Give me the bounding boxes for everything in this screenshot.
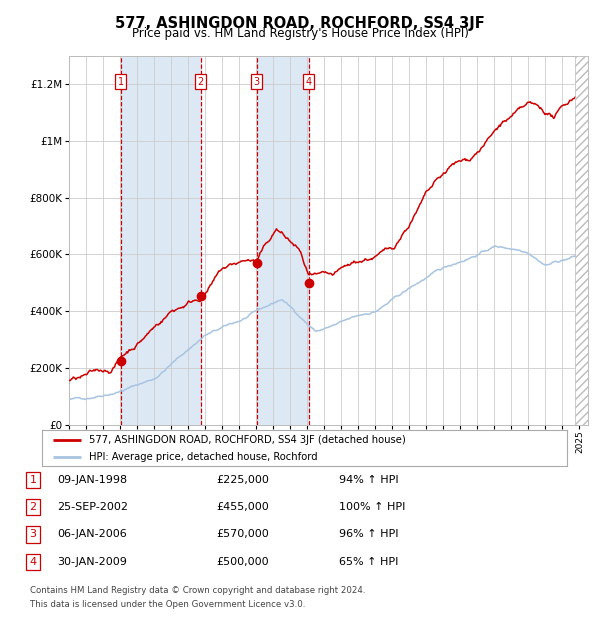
Bar	[121, 56, 200, 425]
Text: Price paid vs. HM Land Registry's House Price Index (HPI): Price paid vs. HM Land Registry's House …	[131, 27, 469, 40]
Text: 2: 2	[197, 77, 203, 87]
Text: £500,000: £500,000	[216, 557, 269, 567]
Text: 4: 4	[305, 77, 311, 87]
Text: 577, ASHINGDON ROAD, ROCHFORD, SS4 3JF (detached house): 577, ASHINGDON ROAD, ROCHFORD, SS4 3JF (…	[89, 435, 406, 445]
Text: 1: 1	[29, 475, 37, 485]
Text: 1: 1	[118, 77, 124, 87]
Text: HPI: Average price, detached house, Rochford: HPI: Average price, detached house, Roch…	[89, 452, 318, 463]
Text: £455,000: £455,000	[216, 502, 269, 512]
Text: 4: 4	[29, 557, 37, 567]
Text: 100% ↑ HPI: 100% ↑ HPI	[339, 502, 406, 512]
Bar	[257, 56, 308, 425]
Text: Contains HM Land Registry data © Crown copyright and database right 2024.: Contains HM Land Registry data © Crown c…	[30, 586, 365, 595]
Text: 30-JAN-2009: 30-JAN-2009	[57, 557, 127, 567]
Text: 94% ↑ HPI: 94% ↑ HPI	[339, 475, 398, 485]
Text: £225,000: £225,000	[216, 475, 269, 485]
Text: 2: 2	[29, 502, 37, 512]
Text: 06-JAN-2006: 06-JAN-2006	[57, 529, 127, 539]
Text: 577, ASHINGDON ROAD, ROCHFORD, SS4 3JF: 577, ASHINGDON ROAD, ROCHFORD, SS4 3JF	[115, 16, 485, 31]
Text: 09-JAN-1998: 09-JAN-1998	[57, 475, 127, 485]
Text: 25-SEP-2002: 25-SEP-2002	[57, 502, 128, 512]
Text: 65% ↑ HPI: 65% ↑ HPI	[339, 557, 398, 567]
Text: 96% ↑ HPI: 96% ↑ HPI	[339, 529, 398, 539]
Text: £570,000: £570,000	[216, 529, 269, 539]
Text: 3: 3	[29, 529, 37, 539]
Text: 3: 3	[254, 77, 260, 87]
Text: This data is licensed under the Open Government Licence v3.0.: This data is licensed under the Open Gov…	[30, 600, 305, 609]
